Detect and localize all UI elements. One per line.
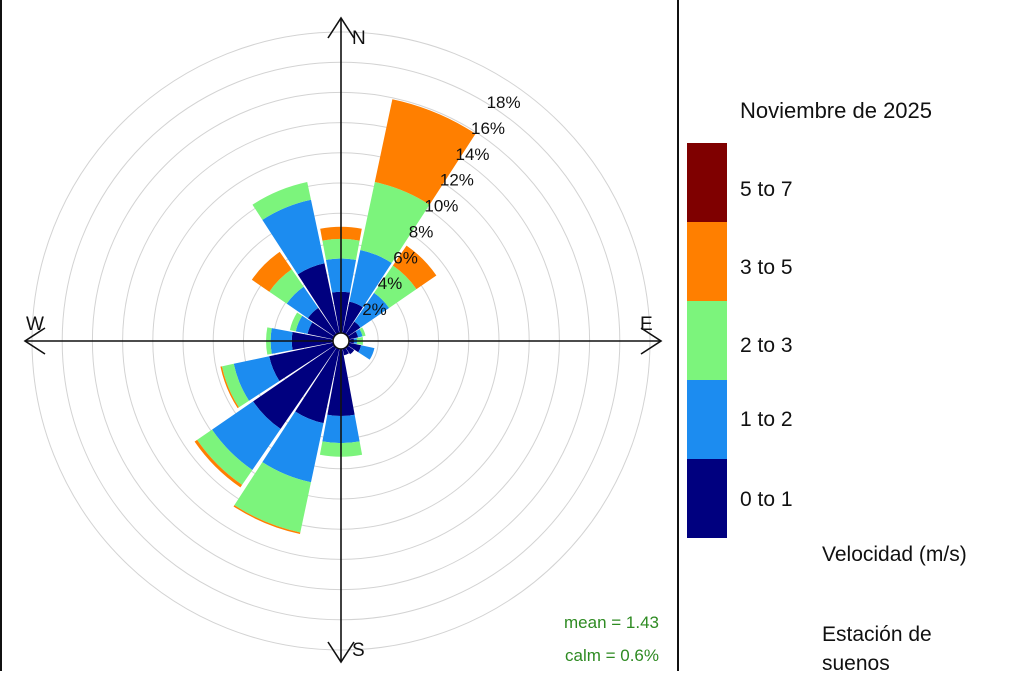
petal-segment-sw-bin1: [212, 401, 281, 470]
legend-title: Noviembre de 2025: [740, 98, 933, 123]
petal-segment-ne-bin2: [374, 265, 417, 308]
ring-label: 8%: [409, 223, 434, 242]
legend-label-0-1: 0 to 1: [740, 488, 793, 511]
ring-label: 4%: [378, 274, 403, 293]
legend-swatch-3-5: [687, 222, 727, 301]
south-arrow: [327, 641, 355, 664]
petal-segment-ne-bin3: [392, 245, 437, 290]
petal-segment-nne-bin3: [374, 99, 476, 205]
petal-segment-nne-bin0: [342, 301, 363, 336]
south-label: S: [352, 640, 365, 661]
petal-segment-nne-bin2: [360, 182, 430, 263]
petal-segment-ese-bin1: [358, 345, 375, 360]
petal-segment-ssw-bin1: [262, 411, 324, 483]
north-label: N: [352, 28, 366, 49]
petal-segment-wsw-bin3: [220, 366, 239, 409]
petal-segment-sw-bin2: [197, 429, 253, 485]
petal-segment-ene-bin2: [359, 327, 366, 337]
petal-segment-ne-bin1: [354, 292, 390, 328]
legend-swatch-2-3: [687, 301, 727, 380]
legend-swatch-0-1: [687, 459, 727, 538]
ring-label: 14%: [456, 145, 490, 164]
petal-segment-nnw-bin1: [262, 199, 325, 275]
west-arrow: [23, 327, 46, 355]
petal-segment-wnw-bin2: [289, 312, 303, 332]
ring-label: 16%: [471, 119, 505, 138]
axes: [23, 16, 663, 664]
mean-stat: mean = 1.43: [564, 613, 659, 632]
ring-label: 18%: [487, 93, 521, 112]
petal-segment-wsw-bin2: [221, 363, 250, 408]
calm-stat: calm = 0.6%: [565, 646, 659, 665]
petal-segment-nne-bin1: [349, 249, 392, 308]
legend-unit: Velocidad (m/s): [822, 543, 967, 566]
petal-segment-nw-bin3: [251, 251, 292, 292]
petal-segment-ese-bin0: [346, 342, 362, 353]
west-label: W: [26, 314, 44, 335]
petal-segment-nw-bin0: [307, 307, 338, 338]
petal-segment-ssw-bin2: [234, 462, 311, 533]
north-arrow: [327, 16, 355, 39]
ring-label: 6%: [393, 248, 418, 267]
petal-segment-nnw-bin2: [252, 182, 311, 220]
petal-segment-ene-bin1: [355, 328, 363, 338]
petal-segment-nw-bin2: [269, 269, 304, 304]
petal-segment-ene-bin0: [346, 331, 359, 340]
ring-label: 2%: [362, 300, 387, 319]
ring-label: 12%: [440, 171, 474, 190]
petal-segment-ssw-bin3: [233, 505, 301, 534]
station-label-line2: suenos: [822, 652, 890, 675]
wind-rose-petals: [194, 99, 476, 534]
east-arrow: [640, 327, 663, 355]
petal-segment-ssw-bin0: [295, 346, 340, 424]
calm-center: [332, 332, 350, 350]
petal-segment-ne-bin0: [344, 321, 361, 338]
wind-rose-plot: N S E W 2% 4% 6% 8% 10% 12% 14% 16% 18% mean = 1…: [23, 16, 663, 665]
petal-segment-wnw-bin0: [307, 322, 336, 340]
east-label: E: [640, 314, 653, 335]
legend-label-1-2: 1 to 2: [740, 408, 793, 431]
legend-label-3-5: 3 to 5: [740, 256, 793, 279]
ring-label: 10%: [424, 197, 458, 216]
petal-segment-wsw-bin1: [233, 356, 280, 401]
legend-swatch-1-2: [687, 380, 727, 459]
legend-label-2-3: 2 to 3: [740, 334, 793, 357]
petal-segment-se-bin0: [344, 344, 355, 355]
petal-segment-sw-bin3: [194, 439, 243, 488]
petal-segment-nnw-bin0: [297, 263, 340, 336]
petal-segment-sw-bin0: [253, 344, 338, 429]
legend-swatch-5-7: [687, 143, 727, 222]
station-label-line1: Estación de: [822, 623, 932, 646]
petal-segment-nw-bin1: [286, 286, 319, 319]
petal-segment-wnw-bin1: [295, 315, 313, 334]
ring-labels: 2% 4% 6% 8% 10% 12% 14% 16% 18%: [362, 93, 520, 319]
petal-segment-wsw-bin0: [269, 342, 336, 381]
legend-label-5-7: 5 to 7: [740, 178, 793, 201]
